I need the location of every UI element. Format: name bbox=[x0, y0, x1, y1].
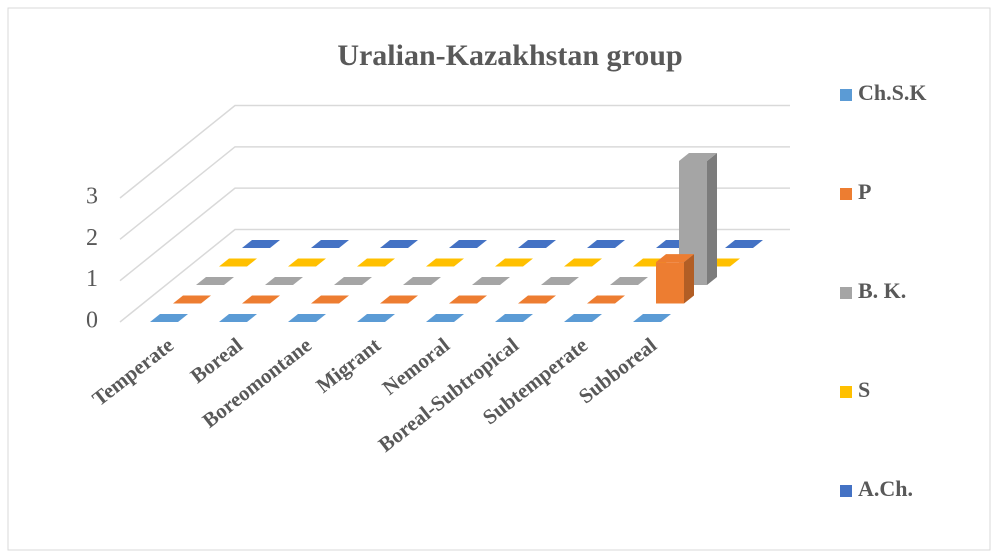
bar-side bbox=[684, 254, 694, 304]
bar bbox=[311, 240, 349, 248]
bar-top bbox=[173, 295, 211, 304]
bar bbox=[265, 277, 303, 285]
bar bbox=[610, 277, 648, 285]
bar-top bbox=[380, 295, 418, 304]
bar bbox=[196, 277, 234, 285]
legend-label: Ch.S.K bbox=[858, 80, 926, 105]
bar-top bbox=[219, 258, 257, 267]
bar bbox=[495, 314, 533, 322]
bar bbox=[150, 314, 188, 322]
legend-label: P bbox=[858, 179, 871, 204]
bar bbox=[633, 314, 671, 322]
bar-top bbox=[541, 277, 579, 285]
bar-top bbox=[288, 258, 326, 267]
bar bbox=[173, 295, 211, 304]
bar-top bbox=[311, 240, 349, 248]
bar bbox=[334, 277, 372, 285]
grid-line bbox=[119, 228, 790, 323]
bar-top bbox=[725, 240, 763, 248]
bar bbox=[426, 314, 464, 322]
bar-top bbox=[564, 258, 602, 267]
bar-top bbox=[219, 314, 257, 322]
bar bbox=[288, 314, 326, 322]
bar bbox=[587, 295, 625, 304]
y-tick-label: 3 bbox=[86, 184, 98, 210]
bar-top bbox=[380, 240, 418, 248]
bar-top bbox=[587, 240, 625, 248]
bar-top bbox=[426, 314, 464, 322]
bar-top bbox=[403, 277, 441, 285]
bar-top bbox=[472, 277, 510, 285]
bar bbox=[380, 295, 418, 304]
bar-top bbox=[518, 295, 556, 304]
bar-top bbox=[357, 314, 395, 322]
bar-top bbox=[150, 314, 188, 322]
bar bbox=[357, 314, 395, 322]
legend-swatch bbox=[840, 287, 852, 299]
bar bbox=[541, 277, 579, 285]
y-tick-label: 2 bbox=[86, 225, 98, 251]
bar bbox=[495, 258, 533, 267]
bar bbox=[219, 258, 257, 267]
bar bbox=[518, 240, 556, 248]
bar-top bbox=[334, 277, 372, 285]
bar bbox=[656, 254, 694, 304]
bar bbox=[426, 258, 464, 267]
grid-line bbox=[119, 146, 790, 240]
bar-top bbox=[610, 277, 648, 285]
bar-front bbox=[656, 262, 684, 304]
bar-top bbox=[265, 277, 303, 285]
bar-top bbox=[196, 277, 234, 285]
bar bbox=[311, 295, 349, 304]
bar-top bbox=[311, 295, 349, 304]
bar-top bbox=[426, 258, 464, 267]
bar-top bbox=[518, 240, 556, 248]
legend-swatch bbox=[840, 89, 852, 101]
legend-label: B. K. bbox=[858, 278, 906, 303]
grid-line bbox=[119, 187, 790, 282]
bar bbox=[449, 240, 487, 248]
bar-top bbox=[449, 295, 487, 304]
bar bbox=[403, 277, 441, 285]
bar-top bbox=[633, 314, 671, 322]
bar-top bbox=[288, 314, 326, 322]
legend-label: S bbox=[858, 377, 870, 402]
y-tick-label: 0 bbox=[86, 308, 98, 334]
bar bbox=[587, 240, 625, 248]
bar bbox=[242, 295, 280, 304]
y-tick-label: 1 bbox=[86, 266, 98, 292]
bar bbox=[518, 295, 556, 304]
bar-top bbox=[587, 295, 625, 304]
legend-swatch bbox=[840, 188, 852, 200]
bar-top bbox=[679, 153, 717, 161]
bar-top bbox=[656, 254, 694, 263]
bar-side bbox=[707, 153, 717, 285]
legend-label: A.Ch. bbox=[858, 476, 913, 501]
bar bbox=[725, 240, 763, 248]
bar bbox=[357, 258, 395, 267]
bar-top bbox=[564, 314, 602, 322]
bar bbox=[449, 295, 487, 304]
bar-top bbox=[495, 258, 533, 267]
legend-swatch bbox=[840, 386, 852, 398]
bar-top bbox=[242, 240, 280, 248]
bar bbox=[380, 240, 418, 248]
grid-line bbox=[119, 104, 790, 199]
bar-top bbox=[357, 258, 395, 267]
bar bbox=[288, 258, 326, 267]
chart-title: Uralian-Kazakhstan group bbox=[337, 39, 682, 72]
bar bbox=[472, 277, 510, 285]
bar bbox=[242, 240, 280, 248]
bar bbox=[219, 314, 257, 322]
bar-top bbox=[495, 314, 533, 322]
bar-top bbox=[242, 295, 280, 304]
bar bbox=[564, 258, 602, 267]
bar-top bbox=[449, 240, 487, 248]
legend-swatch bbox=[840, 485, 852, 497]
bar bbox=[564, 314, 602, 322]
